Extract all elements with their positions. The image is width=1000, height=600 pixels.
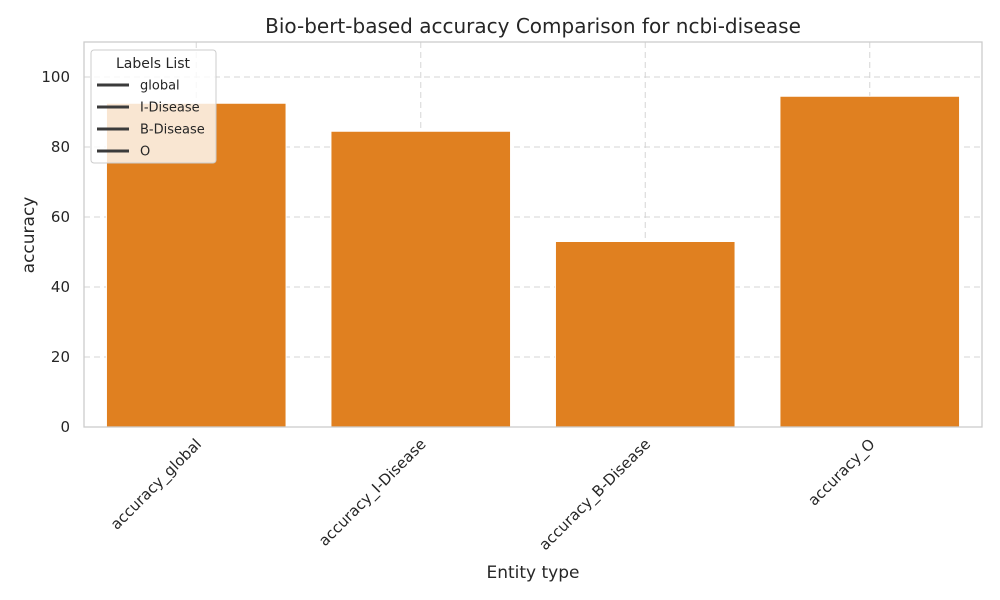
y-tick-label: 100: [41, 68, 70, 86]
y-axis-ticks: 0 20 40 60 80 100: [41, 68, 70, 436]
legend-entry-B-Disease: B-Disease: [140, 123, 205, 138]
legend-entry-global: global: [140, 79, 180, 94]
bar-accuracy_O: [779, 95, 961, 428]
bar-accuracy_B-Disease: [554, 241, 736, 428]
x-tick-label: accuracy_O: [804, 435, 879, 510]
legend-box: [90, 49, 217, 164]
bar-accuracy_I-Disease: [330, 130, 512, 428]
x-tick-label: accuracy_I-Disease: [315, 435, 430, 550]
y-tick-label: 80: [51, 138, 70, 156]
legend-entries: global I-Disease B-Disease O: [97, 79, 205, 160]
y-axis-label: accuracy: [19, 197, 39, 274]
y-tick-label: 20: [51, 348, 70, 366]
y-tick-label: 60: [51, 208, 70, 226]
bars: [105, 95, 961, 428]
x-tick-label: accuracy_global: [107, 435, 206, 534]
plot-frame: [83, 41, 983, 428]
x-axis-ticks: accuracy_global accuracy_I-Disease accurac…: [107, 435, 879, 554]
y-tick-label: 40: [51, 278, 70, 296]
legend-title: Labels List: [116, 56, 190, 72]
chart-title: Bio-bert-based accuracy Comparison for n…: [265, 14, 801, 38]
legend-entry-I-Disease: I-Disease: [140, 101, 200, 116]
x-tick-label: accuracy_B-Disease: [535, 435, 654, 554]
legend: Labels List global I-Disease B-Disease O: [90, 49, 217, 164]
y-tick-label: 0: [60, 418, 70, 436]
legend-entry-O: O: [140, 145, 150, 160]
x-axis-label: Entity type: [486, 563, 579, 583]
